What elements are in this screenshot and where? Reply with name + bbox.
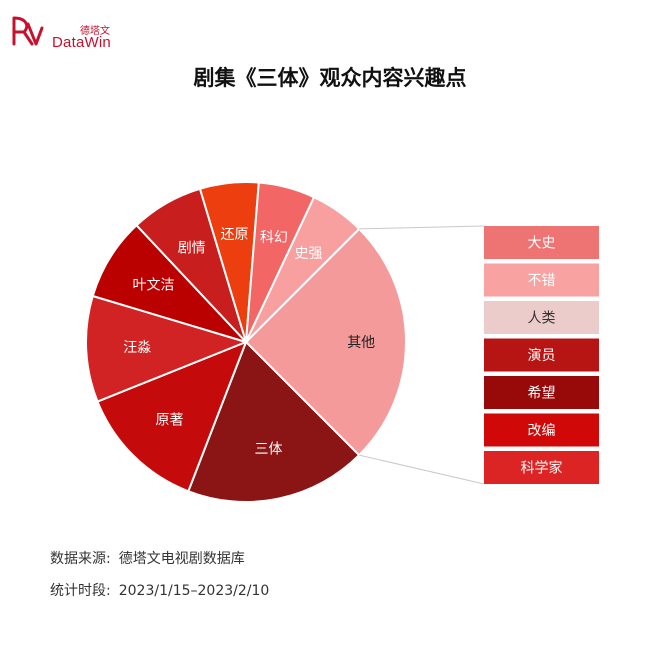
pie-slice-4 <box>85 294 250 403</box>
pie-slice-3 <box>96 340 248 493</box>
breakdown-label-5: 希望 <box>528 386 556 402</box>
breakdown-connector-1 <box>359 225 485 230</box>
data-source: 数据来源: 德塔文电视剧数据库 <box>50 548 245 568</box>
breakdown-box-6 <box>484 413 599 447</box>
breakdown-label-4: 演员 <box>528 348 556 364</box>
breakdown-label-2: 不错 <box>528 273 556 289</box>
stat-period-value: 2023/1/15–2023/2/10 <box>118 583 270 599</box>
logo-name-en: DataWin <box>52 34 111 51</box>
breakdown-label-3: 人类 <box>528 311 556 327</box>
pie-slice-1 <box>244 227 407 457</box>
breakdown-label-7: 科学家 <box>521 460 563 477</box>
breakdown-box-2 <box>484 263 599 297</box>
data-source-label: 数据来源: <box>50 551 111 567</box>
data-source-value: 德塔文电视剧数据库 <box>118 551 245 567</box>
pie-slice-label-1: 其他 <box>347 335 375 351</box>
stat-period-label: 统计时段: <box>50 583 111 599</box>
pie-slice-label-2: 三体 <box>255 441 283 457</box>
pie-slice-label-4: 汪淼 <box>123 340 151 356</box>
pie-slice-label-9: 史强 <box>295 246 323 262</box>
pie-slice-label-3: 原著 <box>156 412 184 428</box>
pie-slice-label-5: 叶文洁 <box>133 278 175 294</box>
breakdown-box-7 <box>484 451 599 484</box>
stat-period: 统计时段: 2023/1/15–2023/2/10 <box>50 580 269 600</box>
chart-title: 剧集《三体》观众内容兴趣点 <box>193 66 467 90</box>
breakdown-box-4 <box>484 338 599 372</box>
breakdown-label-1: 大史 <box>528 236 556 252</box>
breakdown-box-1 <box>484 226 599 259</box>
pie-slice-label-8: 科幻 <box>260 230 288 246</box>
breakdown-label-6: 改编 <box>528 423 556 439</box>
pie-slice-label-7: 还原 <box>221 227 249 243</box>
breakdown-box-3 <box>484 301 599 334</box>
pie-slice-label-6: 剧情 <box>178 241 206 257</box>
datawin-logo-icon <box>12 16 44 46</box>
pie-slice-9 <box>245 195 361 343</box>
logo-name-cn: 德塔文 <box>80 26 110 37</box>
datawin-logo: 德塔文 DataWin <box>10 10 120 51</box>
breakdown-box-5 <box>484 376 599 409</box>
breakdown-connector-2 <box>359 454 485 485</box>
